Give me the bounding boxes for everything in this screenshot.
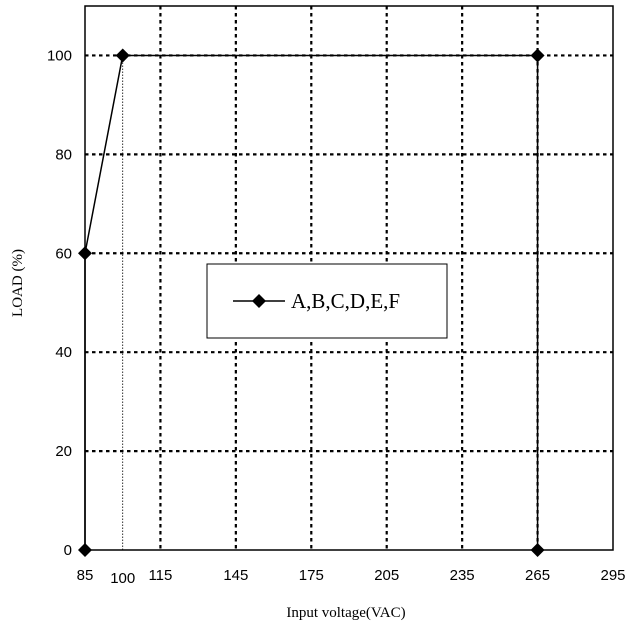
y-axis-title: LOAD (%) [10, 249, 26, 317]
data-point-marker [115, 48, 130, 63]
data-point-marker [78, 543, 92, 557]
x-tick-label: 145 [223, 567, 248, 584]
y-tick-label: 0 [64, 542, 72, 559]
data-point-marker [530, 543, 545, 557]
y-tick-label: 80 [55, 146, 72, 163]
x-tick-label: 205 [374, 567, 399, 584]
x-tick-label: 100 [110, 570, 135, 587]
y-tick-label: 100 [47, 47, 72, 64]
x-tick-label: 235 [450, 567, 475, 584]
data-point-marker [530, 48, 545, 63]
legend-entry-label: A,B,C,D,E,F [291, 289, 400, 313]
y-tick-label: 60 [55, 245, 72, 262]
x-tick-label: 265 [525, 567, 550, 584]
x-axis-title: Input voltage(VAC) [286, 605, 405, 621]
x-axis-tick-labels: 85 100 115 145 175 205 235 265 295 [77, 567, 626, 587]
series-group [78, 48, 545, 557]
x-tick-label: 85 [77, 567, 94, 584]
data-point-marker [78, 246, 92, 261]
x-tick-label: 175 [299, 567, 324, 584]
legend: A,B,C,D,E,F [206, 263, 448, 339]
y-tick-label: 40 [55, 344, 72, 361]
x-tick-label: 295 [600, 567, 625, 584]
legend-diamond-marker [252, 294, 266, 308]
y-tick-label: 20 [55, 443, 72, 460]
y-axis-tick-labels: 0 20 40 60 80 100 [47, 47, 72, 559]
x-tick-label: 115 [148, 567, 172, 584]
